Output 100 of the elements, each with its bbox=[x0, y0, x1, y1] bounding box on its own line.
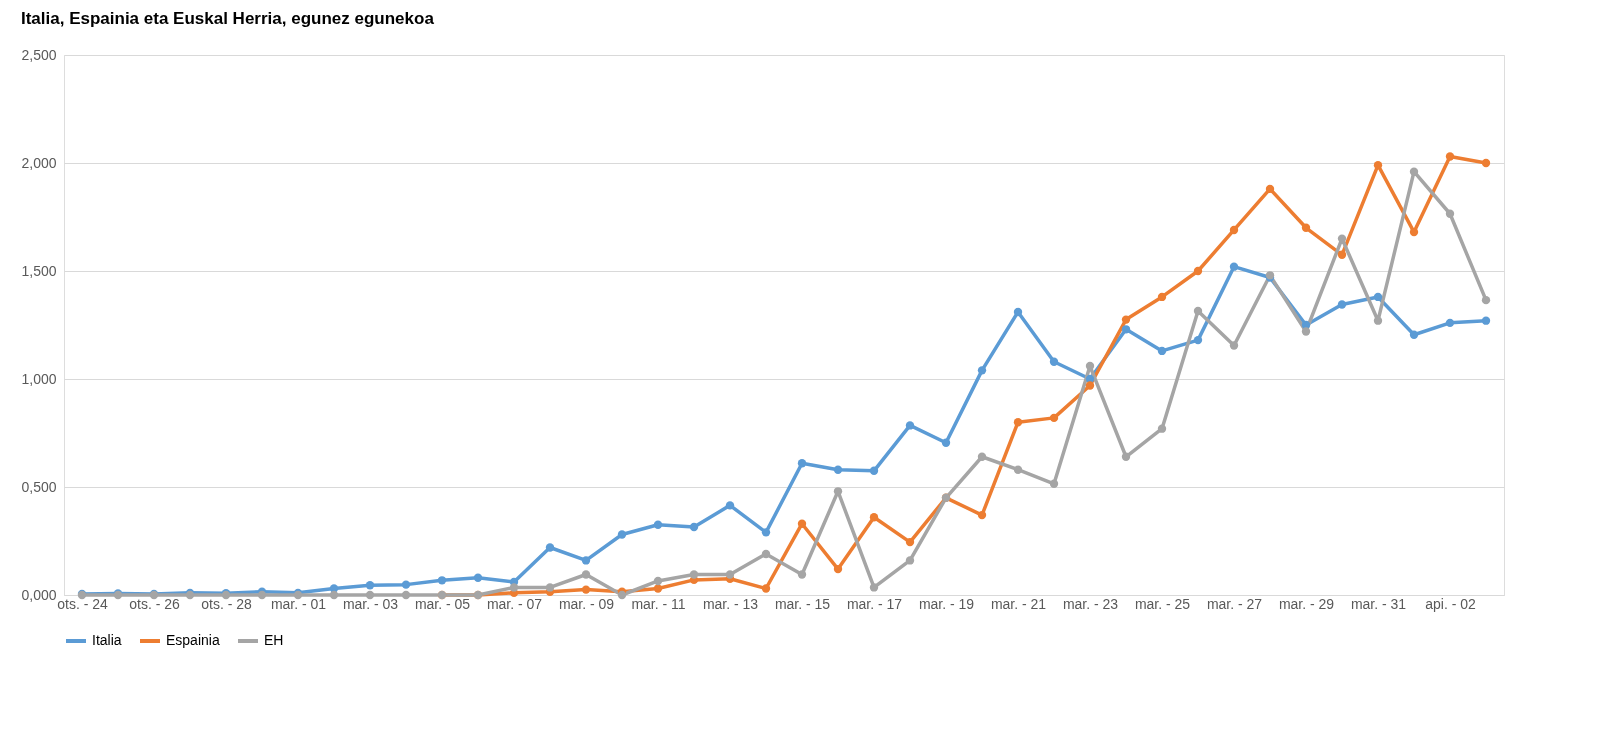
point bbox=[581, 585, 591, 594]
point bbox=[1193, 266, 1203, 276]
point bbox=[833, 465, 843, 474]
x-tick-label: mar. - 01 bbox=[270, 595, 327, 612]
point bbox=[1157, 424, 1167, 433]
point bbox=[1049, 413, 1059, 423]
legend-label: Italia bbox=[92, 632, 122, 648]
point bbox=[437, 576, 447, 585]
point bbox=[1481, 316, 1491, 325]
point bbox=[1013, 465, 1023, 474]
point bbox=[1301, 327, 1311, 336]
y-tick-label: 1,500 bbox=[21, 262, 57, 279]
point bbox=[905, 537, 915, 547]
point bbox=[1301, 223, 1311, 232]
point bbox=[1445, 209, 1455, 218]
y-tick-label: 2,000 bbox=[21, 154, 57, 171]
chart-title: Italia, Espainia eta Euskal Herria, egunez egunekoa bbox=[20, 9, 435, 28]
point bbox=[797, 570, 807, 579]
x-tick-label: ots. - 26 bbox=[129, 595, 180, 612]
point bbox=[401, 580, 411, 589]
point bbox=[509, 583, 519, 592]
point bbox=[1373, 160, 1383, 170]
point bbox=[653, 520, 663, 529]
point bbox=[653, 584, 663, 593]
point bbox=[1337, 300, 1347, 309]
x-tick-label: mar. - 25 bbox=[1134, 595, 1191, 612]
point bbox=[1049, 479, 1059, 488]
point bbox=[1085, 381, 1095, 390]
point bbox=[689, 522, 699, 532]
point bbox=[1157, 346, 1167, 356]
point bbox=[1373, 292, 1383, 302]
point bbox=[1481, 295, 1491, 305]
point bbox=[653, 576, 663, 586]
point bbox=[1193, 335, 1203, 345]
point bbox=[869, 466, 879, 475]
x-tick-label: mar. - 05 bbox=[414, 595, 471, 612]
point bbox=[1409, 167, 1419, 176]
point bbox=[473, 573, 483, 582]
point bbox=[581, 570, 591, 579]
point bbox=[905, 421, 915, 430]
point bbox=[1229, 262, 1239, 271]
point bbox=[1157, 292, 1167, 302]
point bbox=[1337, 250, 1347, 259]
x-tick-label: mar. - 21 bbox=[990, 595, 1047, 612]
point bbox=[1229, 341, 1239, 350]
point bbox=[725, 570, 735, 579]
point bbox=[833, 564, 843, 574]
point bbox=[1409, 330, 1419, 339]
x-tick-label: mar. - 17 bbox=[846, 595, 903, 612]
point bbox=[977, 366, 987, 375]
x-tick-label: api. - 02 bbox=[1425, 595, 1476, 612]
point bbox=[401, 590, 411, 600]
point bbox=[1121, 315, 1131, 324]
x-tick-label: mar. - 13 bbox=[702, 595, 759, 612]
point bbox=[1121, 452, 1131, 461]
point bbox=[797, 459, 807, 468]
point bbox=[869, 513, 879, 522]
x-tick-label: mar. - 11 bbox=[631, 595, 686, 612]
legend-label: EH bbox=[264, 632, 284, 648]
point bbox=[1013, 418, 1023, 427]
x-tick-label: mar. - 23 bbox=[1062, 595, 1119, 612]
x-tick-label: mar. - 03 bbox=[342, 595, 399, 612]
x-tick-label: ots. - 24 bbox=[57, 595, 108, 612]
point bbox=[1445, 318, 1455, 328]
x-tick-label: mar. - 07 bbox=[486, 595, 543, 612]
point bbox=[329, 590, 339, 600]
point bbox=[1445, 152, 1455, 161]
point bbox=[977, 510, 987, 520]
point bbox=[365, 590, 375, 600]
point bbox=[617, 530, 627, 539]
y-tick-label: 1,000 bbox=[21, 370, 57, 387]
point bbox=[545, 543, 555, 552]
point bbox=[977, 452, 987, 461]
point bbox=[545, 583, 555, 592]
y-tick-label: 2,500 bbox=[21, 46, 57, 63]
point bbox=[761, 549, 771, 559]
point bbox=[617, 590, 627, 600]
x-tick-label: mar. - 27 bbox=[1206, 595, 1263, 612]
point bbox=[1121, 325, 1131, 334]
y-tick-label: 0,000 bbox=[21, 586, 57, 603]
point bbox=[761, 528, 771, 537]
point bbox=[1229, 225, 1239, 235]
point bbox=[761, 584, 771, 593]
point bbox=[725, 501, 735, 510]
point bbox=[581, 556, 591, 565]
x-tick-label: mar. - 31 bbox=[1350, 595, 1407, 612]
point bbox=[1013, 307, 1023, 317]
point bbox=[365, 581, 375, 590]
y-tick-label: 0,500 bbox=[21, 478, 57, 495]
point bbox=[941, 438, 951, 447]
point bbox=[689, 570, 699, 579]
x-tick-label: mar. - 15 bbox=[774, 595, 831, 612]
x-tick-label: mar. - 19 bbox=[918, 595, 975, 612]
x-tick-label: mar. - 09 bbox=[558, 595, 615, 612]
x-tick-label: ots. - 28 bbox=[201, 595, 252, 612]
point bbox=[905, 556, 915, 565]
point bbox=[1373, 316, 1383, 325]
point bbox=[257, 590, 267, 600]
point bbox=[797, 519, 807, 528]
point bbox=[1193, 306, 1203, 316]
